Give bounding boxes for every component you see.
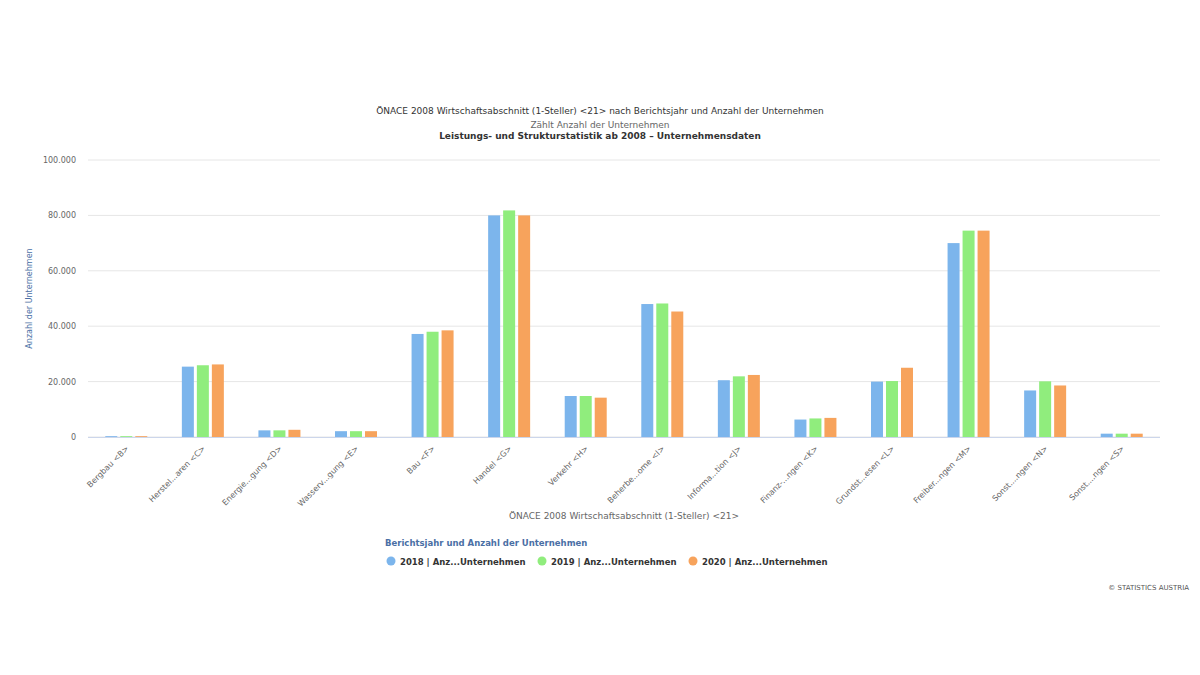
bar <box>488 215 500 437</box>
x-tick-label: Bau <F> <box>405 444 437 476</box>
legend-marker <box>387 557 396 566</box>
bar <box>135 436 147 437</box>
bar <box>288 430 300 437</box>
legend-marker <box>689 557 698 566</box>
bar <box>871 382 883 437</box>
bar <box>963 231 975 437</box>
bar <box>718 380 730 437</box>
x-tick-label: Verkehr <H> <box>547 444 591 488</box>
bar <box>503 210 515 437</box>
bar <box>518 215 530 437</box>
bar <box>595 398 607 437</box>
subtitle: Zählt Anzahl der Unternehmen <box>530 120 669 130</box>
grid-line <box>88 270 1160 271</box>
bar <box>212 364 224 437</box>
bar <box>580 396 592 437</box>
bar <box>120 436 132 437</box>
bar <box>105 436 117 437</box>
x-tick-label: Herstel...aren <C> <box>147 444 207 504</box>
x-tick-label: Beherbe...ome <I> <box>606 444 667 505</box>
grid-line <box>88 215 1160 216</box>
grid-line <box>88 437 1160 438</box>
bars <box>105 210 1142 437</box>
bar <box>641 304 653 437</box>
grid-line <box>88 381 1160 382</box>
x-tick-label: Freiber...ngen <M> <box>912 444 973 505</box>
bar <box>427 332 439 437</box>
bar <box>671 312 683 437</box>
bar <box>656 303 668 437</box>
x-axis-line <box>88 437 1160 438</box>
bar <box>901 368 913 437</box>
bar <box>565 396 577 437</box>
x-tick-label: Grundst...esen <L> <box>834 444 896 506</box>
bar <box>350 431 362 437</box>
bar <box>733 376 745 437</box>
bar <box>1039 381 1051 437</box>
y-tick-label: 0 <box>71 433 76 442</box>
y-tick-label: 60.000 <box>48 267 76 276</box>
credits: © STATISTICS AUSTRIA <box>1108 584 1189 592</box>
bar <box>412 334 424 437</box>
bar <box>794 420 806 437</box>
x-tick-label: Sonst....ngen <S> <box>1068 444 1126 502</box>
bar <box>948 243 960 437</box>
x-tick-label: Handel <G> <box>472 444 514 486</box>
x-tick-label: Finanz-...ngen <K> <box>759 444 820 505</box>
grid-line <box>88 326 1160 327</box>
bar <box>1024 390 1036 437</box>
legend-marker <box>538 557 547 566</box>
bar <box>824 418 836 437</box>
y-axis-label: Anzahl der Unternehmen <box>25 248 34 348</box>
bar <box>978 231 990 437</box>
chart: ÖNACE 2008 Wirtschaftsabschnitt (1-Stell… <box>0 0 1200 675</box>
bar <box>1054 385 1066 437</box>
legend-label: 2020 | Anz...Unternehmen <box>702 557 827 567</box>
x-tick-label: Energie...gung <D> <box>221 444 284 507</box>
x-tick-label: Sonst....ngen <N> <box>990 444 1049 503</box>
bar <box>442 330 454 437</box>
legend-label: 2019 | Anz...Unternehmen <box>551 557 676 567</box>
x-tick-label: Informa...tion <J> <box>686 444 743 501</box>
title: ÖNACE 2008 Wirtschaftsabschnitt (1-Stell… <box>376 106 824 116</box>
x-axis-label: ÖNACE 2008 Wirtschaftsabschnitt (1-Stell… <box>509 511 739 521</box>
bar <box>365 431 377 437</box>
bar <box>197 365 209 437</box>
bar <box>1116 434 1128 437</box>
y-tick-label: 40.000 <box>48 322 76 331</box>
grid-line <box>88 160 1160 161</box>
bar <box>273 430 285 437</box>
legend-label: 2018 | Anz...Unternehmen <box>400 557 525 567</box>
bar <box>258 430 270 437</box>
bar <box>748 375 760 437</box>
legend-title: Berichtsjahr und Anzahl der Unternehmen <box>385 538 587 548</box>
bar <box>809 418 821 437</box>
y-tick-label: 80.000 <box>48 211 76 220</box>
bar <box>182 367 194 437</box>
subtitle: Leistungs- und Strukturstatistik ab 2008… <box>439 131 761 141</box>
bar <box>335 431 347 437</box>
y-tick-label: 20.000 <box>48 378 76 387</box>
bar <box>1101 434 1113 437</box>
bar <box>886 381 898 437</box>
x-tick-label: Bergbau <B> <box>85 444 130 489</box>
x-tick-label: Wasserv...gung <E> <box>296 444 360 508</box>
bar <box>1131 434 1143 437</box>
y-tick-label: 100.000 <box>43 156 76 165</box>
